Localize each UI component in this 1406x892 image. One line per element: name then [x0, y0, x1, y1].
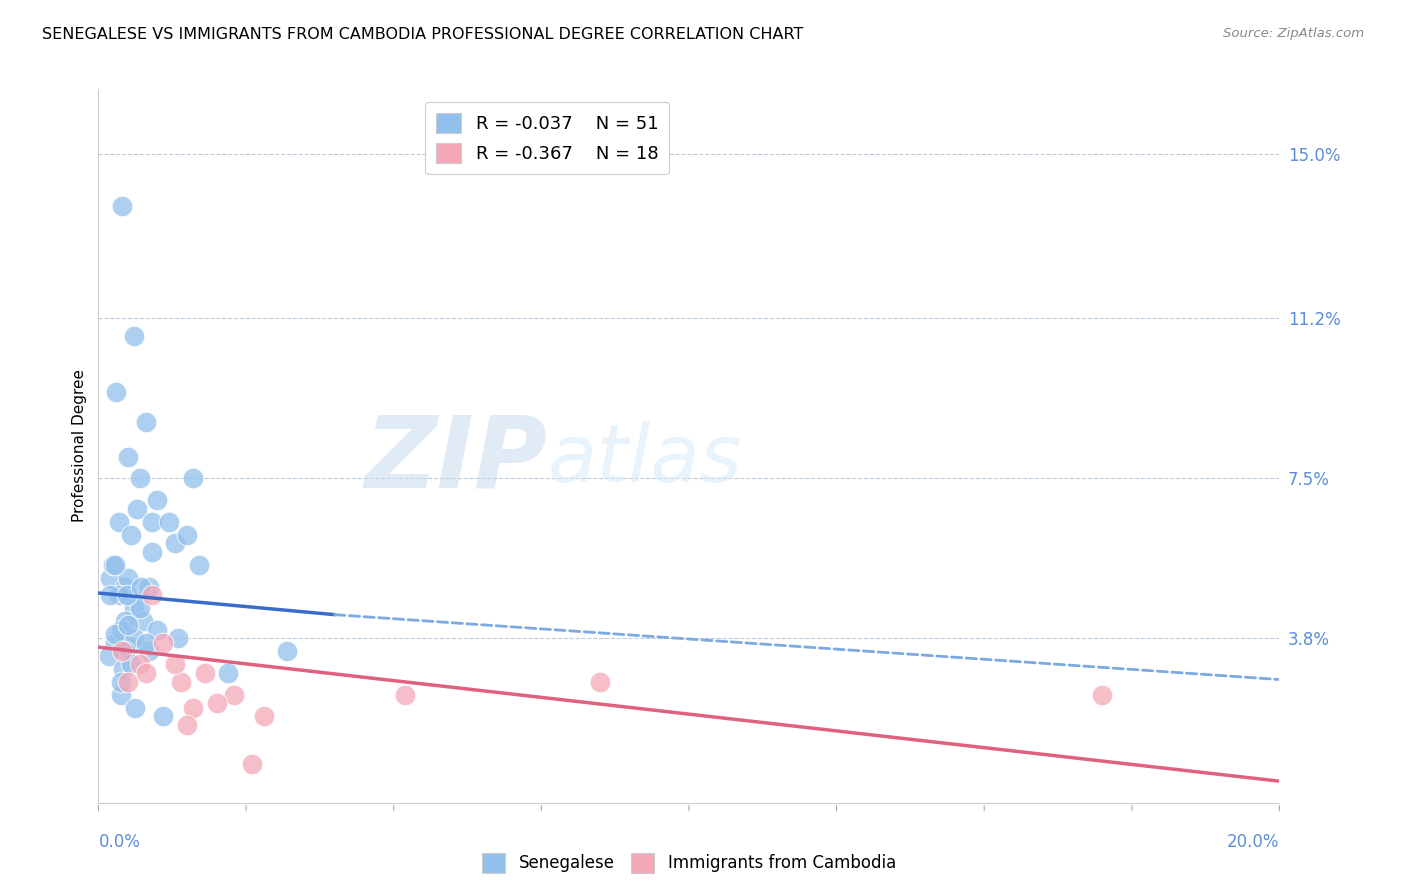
Point	[104, 558, 127, 572]
Point	[117, 674, 139, 689]
Point	[104, 636, 127, 650]
Point	[103, 558, 125, 572]
Point	[124, 700, 146, 714]
Point	[224, 688, 246, 702]
Point	[114, 614, 136, 628]
Point	[141, 545, 163, 559]
Legend: R = -0.037    N = 51, R = -0.367    N = 18: R = -0.037 N = 51, R = -0.367 N = 18	[425, 102, 669, 174]
Point	[165, 536, 187, 550]
Point	[108, 588, 131, 602]
Point	[120, 527, 142, 541]
Point	[120, 657, 142, 672]
Point	[125, 501, 148, 516]
Point	[138, 644, 160, 658]
Point	[217, 666, 239, 681]
Point	[138, 580, 160, 594]
Point	[152, 709, 174, 723]
Point	[141, 515, 163, 529]
Point	[118, 640, 141, 654]
Point	[141, 588, 163, 602]
Point	[135, 636, 157, 650]
Point	[152, 636, 174, 650]
Point	[205, 696, 228, 710]
Point	[117, 618, 139, 632]
Point	[128, 471, 150, 485]
Point	[253, 709, 276, 723]
Point	[122, 601, 145, 615]
Point	[122, 632, 145, 646]
Point	[589, 674, 612, 689]
Point	[167, 632, 190, 646]
Point	[135, 415, 157, 429]
Point	[181, 471, 204, 485]
Point	[108, 515, 131, 529]
Point	[104, 627, 127, 641]
Point	[112, 662, 135, 676]
Point	[1091, 688, 1114, 702]
Point	[157, 515, 180, 529]
Point	[114, 644, 136, 658]
Y-axis label: Professional Degree: Professional Degree	[72, 369, 87, 523]
Point	[115, 588, 138, 602]
Point	[146, 623, 169, 637]
Point	[194, 666, 217, 681]
Point	[98, 648, 121, 663]
Point	[170, 674, 193, 689]
Point	[146, 493, 169, 508]
Point	[117, 450, 139, 464]
Point	[98, 571, 121, 585]
Point	[128, 601, 150, 615]
Point	[110, 623, 132, 637]
Text: Source: ZipAtlas.com: Source: ZipAtlas.com	[1223, 27, 1364, 40]
Text: atlas: atlas	[547, 421, 742, 500]
Point	[111, 199, 134, 213]
Point	[132, 614, 155, 628]
Point	[176, 527, 198, 541]
Point	[276, 644, 298, 658]
Point	[181, 700, 204, 714]
Text: 0.0%: 0.0%	[98, 833, 141, 851]
Point	[114, 580, 136, 594]
Point	[122, 328, 145, 343]
Text: 20.0%: 20.0%	[1227, 833, 1279, 851]
Text: ZIP: ZIP	[364, 412, 547, 508]
Point	[187, 558, 209, 572]
Point	[165, 657, 187, 672]
Text: SENEGALESE VS IMMIGRANTS FROM CAMBODIA PROFESSIONAL DEGREE CORRELATION CHART: SENEGALESE VS IMMIGRANTS FROM CAMBODIA P…	[42, 27, 804, 42]
Point	[240, 756, 263, 771]
Point	[110, 674, 132, 689]
Point	[394, 688, 416, 702]
Point	[117, 571, 139, 585]
Point	[128, 657, 150, 672]
Point	[176, 718, 198, 732]
Point	[135, 666, 157, 681]
Point	[105, 384, 128, 399]
Point	[110, 688, 132, 702]
Point	[98, 588, 121, 602]
Legend: Senegalese, Immigrants from Cambodia: Senegalese, Immigrants from Cambodia	[475, 847, 903, 880]
Point	[129, 580, 152, 594]
Point	[111, 644, 134, 658]
